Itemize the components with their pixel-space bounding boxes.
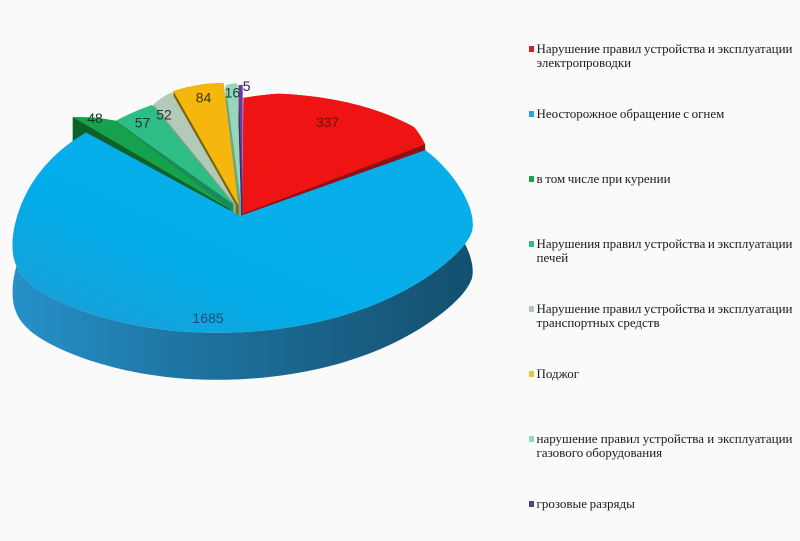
svg-text:337: 337 — [316, 114, 340, 130]
svg-text:84: 84 — [196, 90, 212, 106]
svg-text:57: 57 — [135, 115, 151, 131]
svg-text:48: 48 — [87, 110, 103, 126]
svg-text:16: 16 — [225, 85, 241, 101]
svg-text:1685: 1685 — [192, 310, 223, 326]
svg-text:5: 5 — [243, 78, 251, 94]
svg-text:52: 52 — [156, 107, 172, 123]
